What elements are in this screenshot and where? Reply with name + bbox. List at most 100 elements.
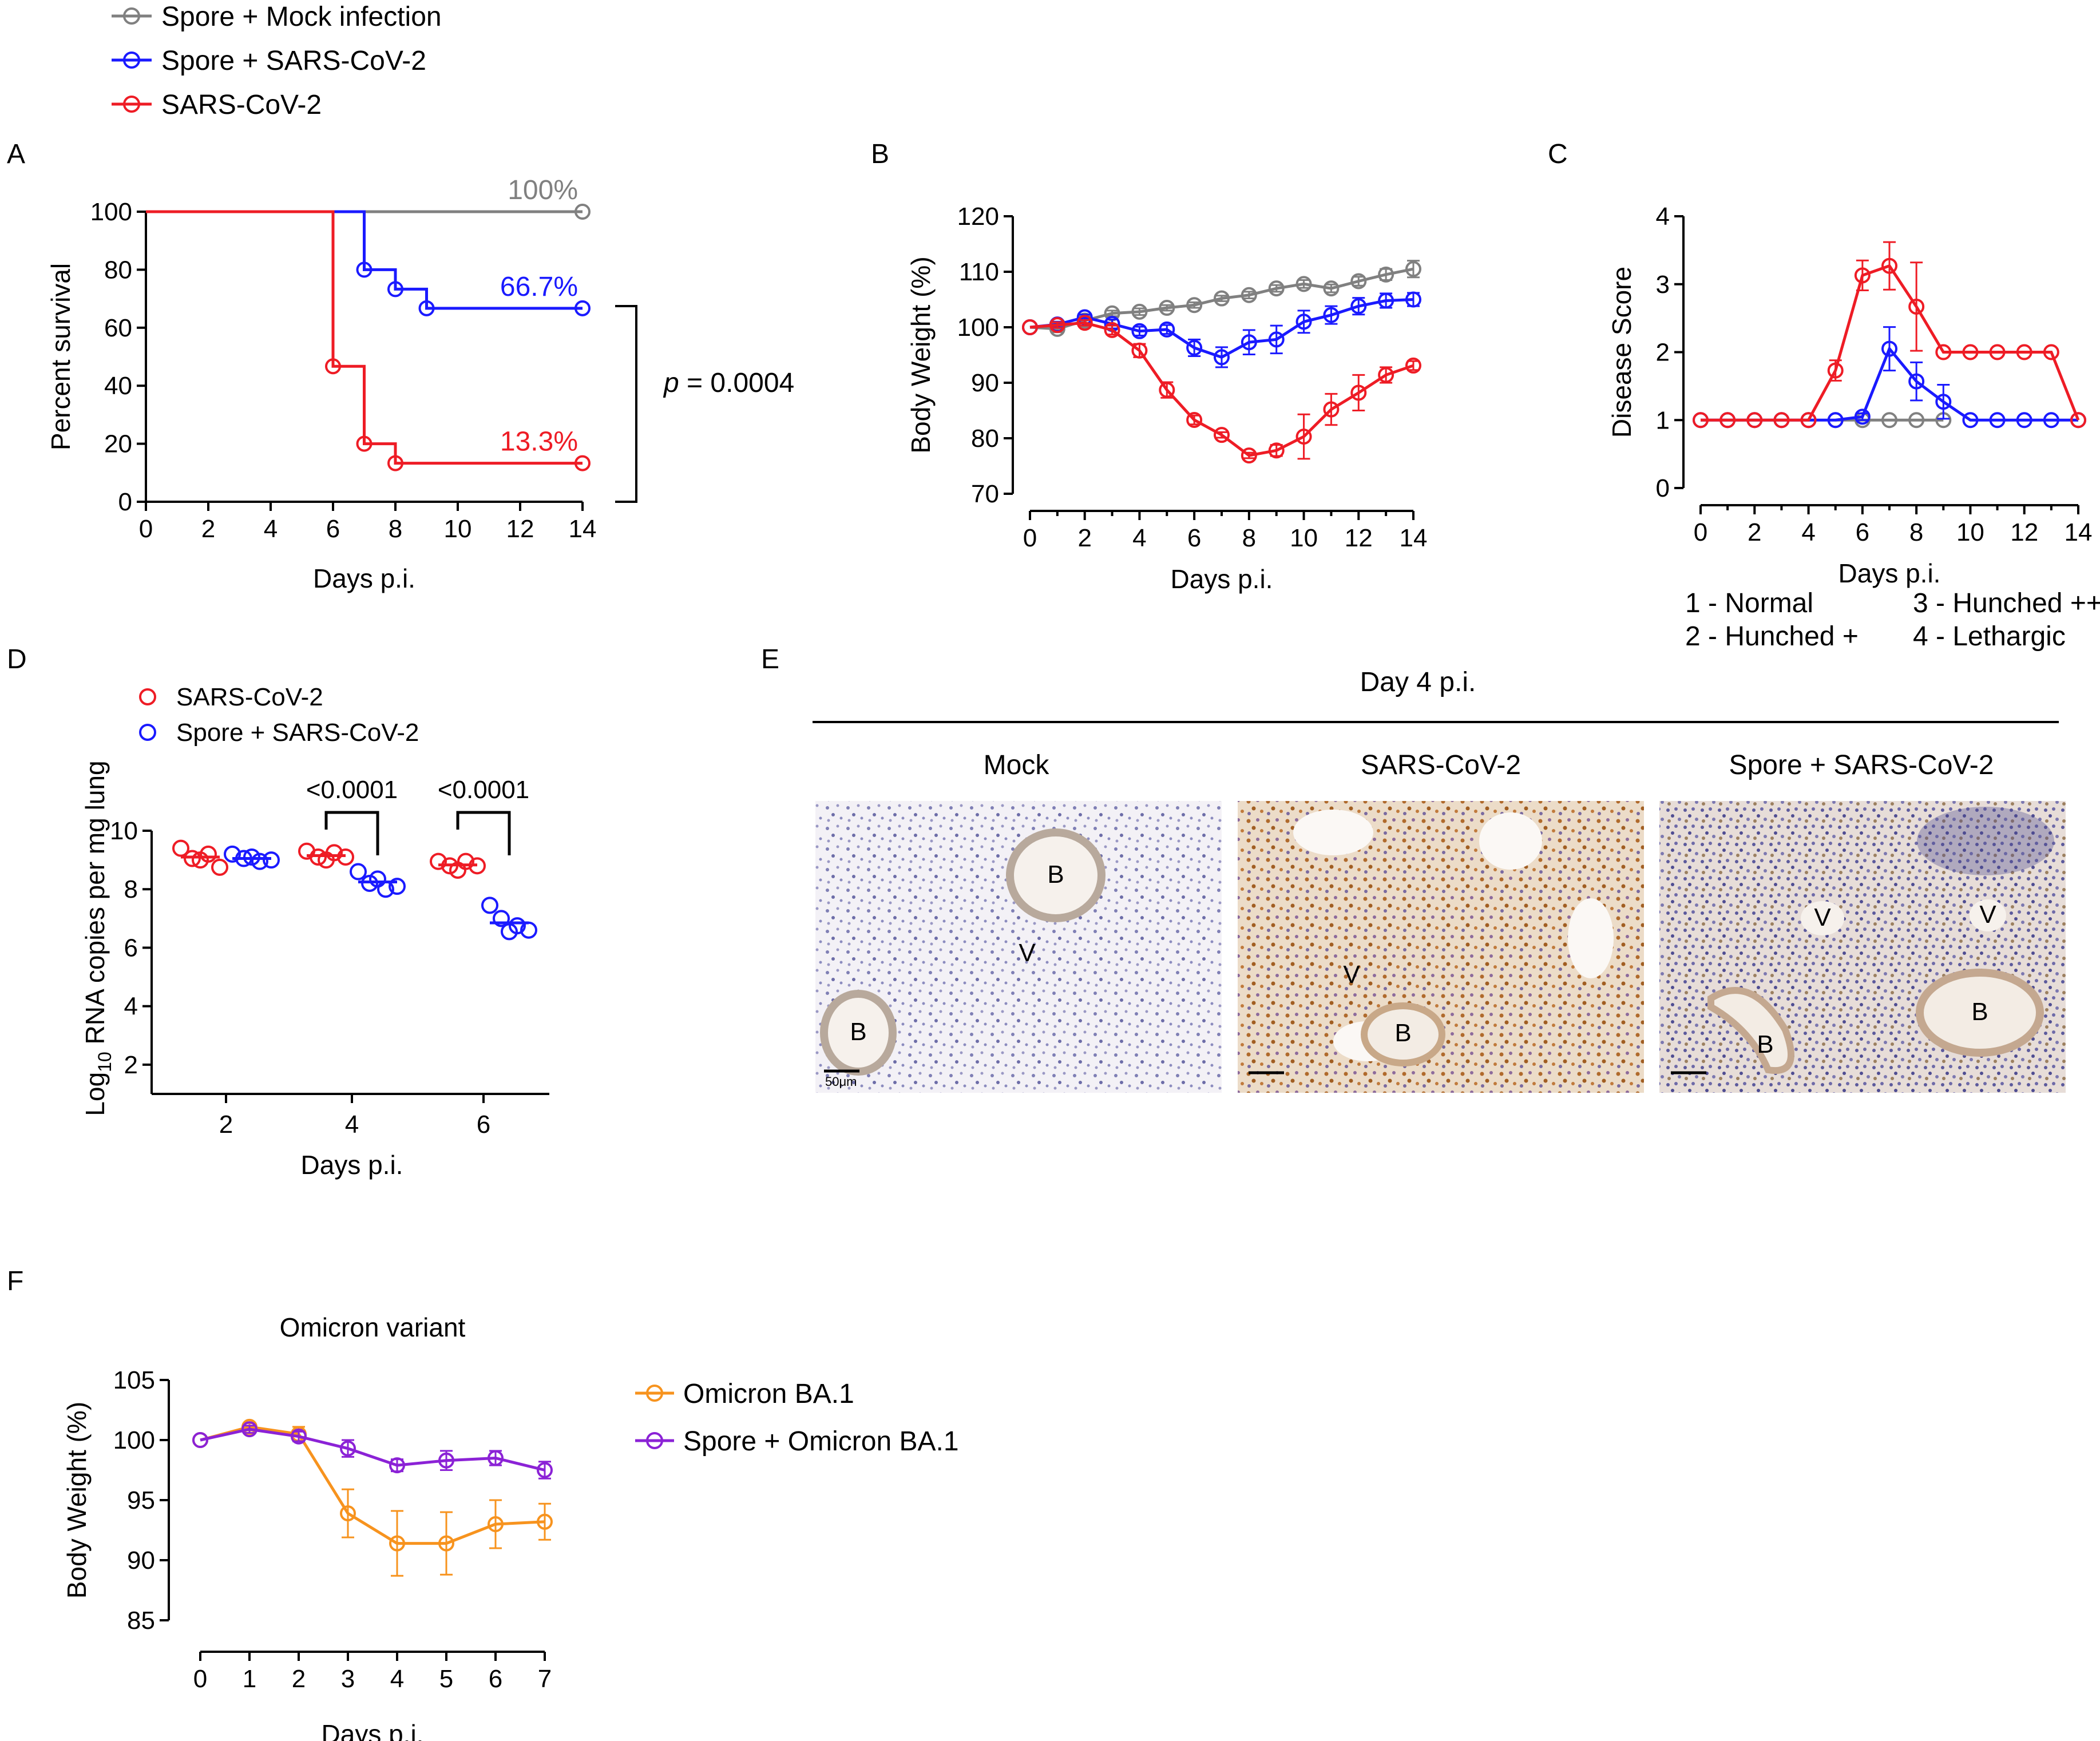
y-tick-label: 100: [90, 198, 132, 226]
y-tick-label: 80: [104, 256, 132, 284]
omicron-point: [389, 1457, 405, 1474]
rna-point: [235, 850, 252, 867]
x-tick-label: 0: [1694, 518, 1707, 546]
y-tick-label: 4: [1656, 203, 1670, 231]
legend-marker: [646, 1385, 663, 1402]
score-point: [1908, 373, 1925, 390]
omicron-point: [488, 1450, 504, 1466]
x-tick-label: 8: [1909, 518, 1923, 546]
x-tick-label: 6: [1187, 524, 1201, 552]
chart-body-weight: 70 80 90 100 110 120 0 2 4 6 8 10 12 14 Days p.i. Body …: [906, 203, 1427, 594]
x-tick-label: 8: [389, 515, 402, 543]
histology-title: Day 4 p.i.: [1360, 667, 1476, 697]
panel-letter-f: F: [7, 1266, 23, 1296]
score-legend-lethargic: 4 - Lethargic: [1913, 621, 2066, 652]
weight-point: [1241, 287, 1257, 303]
y-axis-title: Disease Score: [1607, 267, 1637, 438]
score-point: [2070, 412, 2086, 429]
legend-label: Spore + Mock infection: [161, 2, 442, 32]
survival-marker: [574, 300, 591, 316]
x-tick-label: 2: [201, 515, 215, 543]
weight-point: [1214, 290, 1230, 307]
x-tick-label: 14: [569, 515, 597, 543]
survival-end-label: 13.3%: [500, 427, 578, 457]
y-tick-label: 100: [957, 314, 999, 342]
y-axis-title: Body Weight (%): [906, 256, 936, 453]
y-tick-label: 90: [971, 369, 999, 397]
significance-bracket: [456, 811, 511, 855]
d-y-axis-title: Log10 RNA copies per mg lung: [80, 760, 115, 1116]
x-tick-label: 6: [489, 1665, 502, 1693]
x-tick-label: 6: [326, 515, 340, 543]
x-tick-label: 7: [538, 1665, 552, 1693]
y-tick-label: 70: [971, 480, 999, 508]
tissue-label: B: [1971, 998, 1988, 1026]
y-tick-label: 1: [1656, 406, 1670, 434]
x-tick-label: 14: [1400, 524, 1428, 552]
x-tick-label: 5: [439, 1665, 453, 1693]
x-axis-title: Days p.i.: [322, 1719, 424, 1741]
x-tick-label: 6: [1856, 518, 1869, 546]
tissue-label: B: [1394, 1019, 1411, 1047]
score-point: [1881, 257, 1897, 274]
score-point: [1854, 267, 1871, 284]
legend-label: Spore + SARS-CoV-2: [161, 46, 426, 76]
y-tick-label: 2: [124, 1051, 138, 1079]
omicron-point: [340, 1505, 356, 1522]
legend-label-sars-d: SARS-CoV-2: [176, 683, 323, 711]
score-point: [1827, 412, 1844, 429]
panel-letter-c: C: [1548, 139, 1568, 169]
histology-col-spore-sars: Spore + SARS-CoV-2: [1729, 750, 1994, 780]
x-tick-label: 2: [1077, 524, 1091, 552]
tissue-label: V: [1019, 939, 1036, 967]
weight-point: [1022, 319, 1038, 335]
weight-point: [1076, 315, 1093, 331]
omicron-point: [389, 1535, 405, 1552]
score-point: [1746, 412, 1763, 429]
x-tick-label: 10: [1290, 524, 1318, 552]
histology-image-sars: V B: [1238, 801, 1644, 1093]
rna-point: [224, 845, 241, 863]
histology-col-sars: SARS-CoV-2: [1361, 750, 1521, 780]
score-point: [2043, 412, 2059, 429]
weight-point: [1241, 447, 1257, 464]
score-point: [1719, 412, 1736, 429]
chart-rna-copies: 2 4 6 8 10 2 4 6 Days p.i. <0.0001 <0.0001: [110, 776, 549, 1180]
omicron-point: [291, 1428, 307, 1445]
weight-point: [1405, 291, 1421, 308]
survival-marker: [574, 204, 591, 220]
x-tick-label: 1: [243, 1665, 256, 1693]
weight-point: [1131, 303, 1148, 320]
y-tick-label: 85: [127, 1607, 155, 1635]
score-point: [1962, 344, 1979, 360]
survival-end-label: 100%: [508, 175, 578, 205]
omicron-point: [241, 1421, 257, 1438]
rna-point: [469, 857, 486, 875]
weight-point: [1378, 367, 1394, 383]
score-point: [2016, 412, 2032, 429]
legend-label: Spore + Omicron BA.1: [683, 1426, 959, 1457]
score-point: [1989, 412, 2006, 429]
survival-marker: [356, 261, 373, 278]
tissue-label: V: [1814, 903, 1831, 931]
survival-marker: [418, 300, 435, 316]
y-axis-title: Body Weight (%): [62, 1402, 92, 1599]
y-tick-label: 4: [124, 993, 138, 1021]
omicron-point: [340, 1440, 356, 1457]
y-tick-label: 2: [1656, 339, 1670, 367]
legend-label: SARS-CoV-2: [161, 90, 322, 120]
y-tick-label: 40: [104, 372, 132, 400]
significance-label: <0.0001: [438, 776, 529, 804]
score-point: [1800, 412, 1817, 429]
rna-point: [350, 863, 367, 881]
legend-marker-sars: [139, 688, 156, 705]
rna-point: [481, 897, 498, 914]
x-tick-label: 4: [264, 515, 278, 543]
rna-point: [430, 852, 447, 870]
y-tick-label: 20: [104, 430, 132, 458]
weight-point: [1405, 357, 1421, 374]
x-tick-label: 4: [345, 1111, 359, 1139]
y-tick-label: 90: [127, 1546, 155, 1575]
histology-col-mock: Mock: [984, 750, 1050, 780]
